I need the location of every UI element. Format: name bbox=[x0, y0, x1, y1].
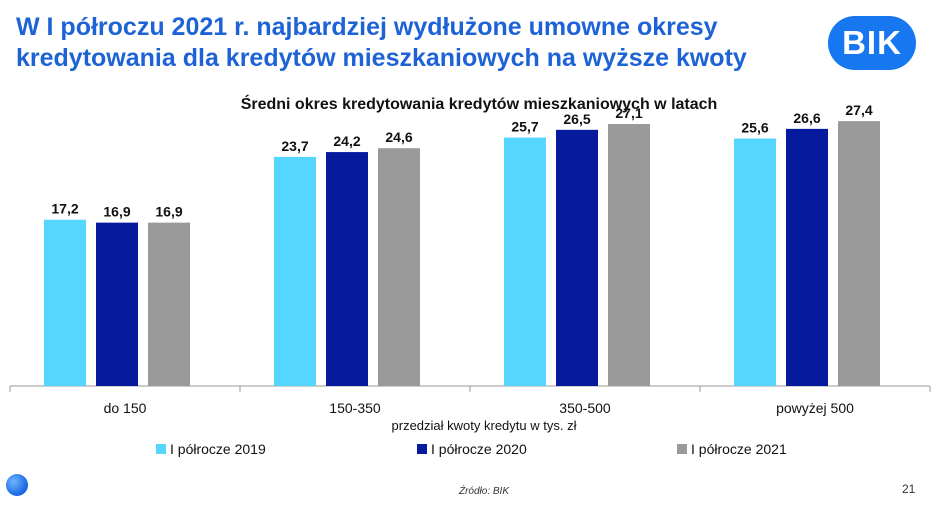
legend-swatch bbox=[417, 444, 427, 454]
x-tick-label: powyżej 500 bbox=[776, 400, 854, 416]
chart-legend: I półrocze 2019 I półrocze 2020 I półroc… bbox=[0, 441, 948, 461]
bar bbox=[608, 124, 650, 387]
data-label: 25,7 bbox=[511, 119, 538, 135]
bik-logo: BIK bbox=[828, 16, 916, 70]
bar bbox=[734, 138, 776, 386]
legend-item-2021: I półrocze 2021 bbox=[677, 441, 787, 457]
data-label: 26,6 bbox=[793, 110, 820, 126]
data-label: 24,2 bbox=[333, 133, 360, 149]
bar bbox=[838, 121, 880, 386]
bar bbox=[504, 137, 546, 386]
bar bbox=[326, 152, 368, 386]
chart-title: Średni okres kredytowania kredytów miesz… bbox=[240, 96, 718, 113]
legend-label: I półrocze 2021 bbox=[691, 441, 787, 457]
data-label: 16,9 bbox=[103, 204, 130, 220]
legend-item-2020: I półrocze 2020 bbox=[417, 441, 527, 457]
legend-item-2019: I półrocze 2019 bbox=[156, 441, 266, 457]
legend-label: I półrocze 2019 bbox=[170, 441, 266, 457]
page-number: 21 bbox=[902, 482, 916, 496]
source-note: Źródło: BIK bbox=[458, 486, 510, 497]
bar bbox=[274, 156, 316, 386]
legend-label: I półrocze 2020 bbox=[431, 441, 527, 457]
bar bbox=[44, 219, 86, 386]
bar bbox=[148, 222, 190, 386]
data-label: 23,7 bbox=[281, 138, 308, 154]
data-label: 16,9 bbox=[155, 204, 182, 220]
data-label: 25,6 bbox=[741, 120, 768, 136]
data-label: 27,1 bbox=[615, 105, 642, 121]
bar bbox=[556, 129, 598, 387]
legend-swatch bbox=[677, 444, 687, 454]
x-axis-title: przedział kwoty kredytu w tys. zł bbox=[392, 418, 577, 433]
data-label: 26,5 bbox=[563, 111, 590, 127]
decorative-dot bbox=[6, 474, 28, 496]
data-label: 17,2 bbox=[51, 201, 78, 217]
x-tick-label: 150-350 bbox=[329, 400, 381, 416]
bar bbox=[378, 148, 420, 386]
slide-headline: W I półroczu 2021 r. najbardziej wydłużo… bbox=[16, 13, 747, 72]
legend-swatch bbox=[156, 444, 166, 454]
data-label: 27,4 bbox=[845, 102, 872, 118]
x-tick-label: 350-500 bbox=[559, 400, 611, 416]
bar bbox=[786, 128, 828, 386]
data-label: 24,6 bbox=[385, 129, 412, 145]
x-tick-label: do 150 bbox=[104, 400, 147, 416]
bar bbox=[96, 222, 138, 386]
